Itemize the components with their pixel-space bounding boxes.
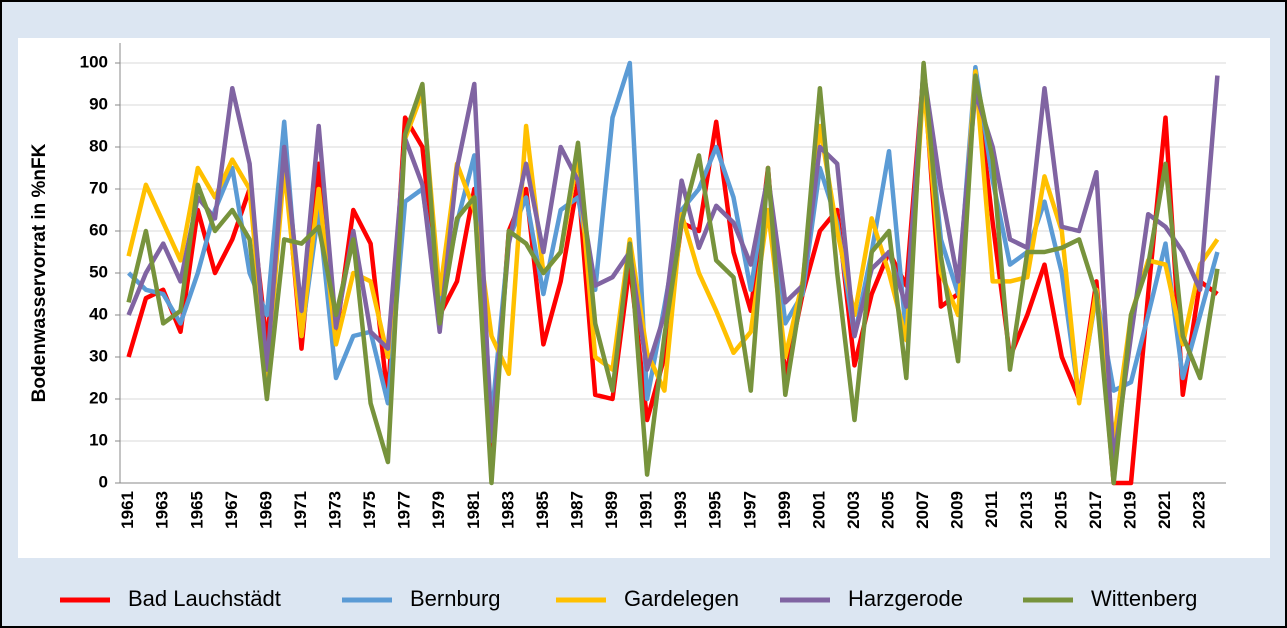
x-tick-label: 1975 <box>360 491 379 529</box>
x-tick-label: 1983 <box>498 491 517 529</box>
x-tick-label: 1965 <box>187 491 206 529</box>
series-line <box>126 69 1220 465</box>
x-tick-label: 2005 <box>879 491 898 529</box>
y-tick-label: 100 <box>80 52 108 71</box>
y-tick-label: 20 <box>89 388 108 407</box>
series-line <box>126 60 1220 486</box>
x-tick-label: 2009 <box>948 491 967 529</box>
x-tick-label: 1991 <box>637 491 656 529</box>
x-tick-label: 1969 <box>256 491 275 529</box>
y-tick-label: 80 <box>89 136 108 155</box>
y-tick-label: 10 <box>89 430 108 449</box>
x-tick-label: 1963 <box>153 491 172 529</box>
y-tick-label: 90 <box>89 94 108 113</box>
x-tick-label: 2007 <box>913 491 932 529</box>
y-tick-label: 30 <box>89 346 108 365</box>
y-tick-label: 70 <box>89 178 108 197</box>
y-axis-title: Bodenwasservorrat in %nFK <box>29 143 50 402</box>
x-tick-label: 1997 <box>740 491 759 529</box>
x-tick-label: 2021 <box>1155 491 1174 529</box>
legend-label: Bad Lauchstädt <box>128 586 281 611</box>
x-tick-label: 2011 <box>982 491 1001 528</box>
x-tick-label: 1973 <box>326 491 345 529</box>
legend-label: Wittenberg <box>1091 586 1197 611</box>
x-tick-label: 1967 <box>222 491 241 529</box>
x-tick-label: 1987 <box>567 491 586 529</box>
x-tick-label: 1989 <box>602 491 621 529</box>
y-tick-label: 0 <box>99 472 108 491</box>
y-tick-label: 50 <box>89 262 108 281</box>
y-tick-label: 60 <box>89 220 108 239</box>
x-tick-label: 1995 <box>706 491 725 529</box>
x-tick-label: 1979 <box>429 491 448 529</box>
x-tick-label: 1961 <box>118 491 137 529</box>
x-tick-label: 2017 <box>1086 491 1105 529</box>
x-tick-label: 1981 <box>464 491 483 529</box>
x-tick-label: 2015 <box>1051 491 1070 529</box>
x-tick-label: 1971 <box>291 491 310 529</box>
y-tick-label: 40 <box>89 304 108 323</box>
x-tick-label: 1993 <box>671 491 690 529</box>
x-tick-label: 2023 <box>1190 491 1209 529</box>
x-tick-label: 2001 <box>809 491 828 529</box>
legend-label: Gardelegen <box>624 586 739 611</box>
x-tick-label: 1985 <box>533 491 552 529</box>
x-tick-label: 2019 <box>1120 491 1139 529</box>
x-tick-label: 1999 <box>775 491 794 529</box>
legend-label: Harzgerode <box>848 586 963 611</box>
series-line <box>126 69 1220 444</box>
x-tick-label: 2003 <box>844 491 863 529</box>
legend-label: Bernburg <box>410 586 501 611</box>
x-tick-label: 2013 <box>1017 491 1036 529</box>
x-tick-label: 1977 <box>395 491 414 529</box>
